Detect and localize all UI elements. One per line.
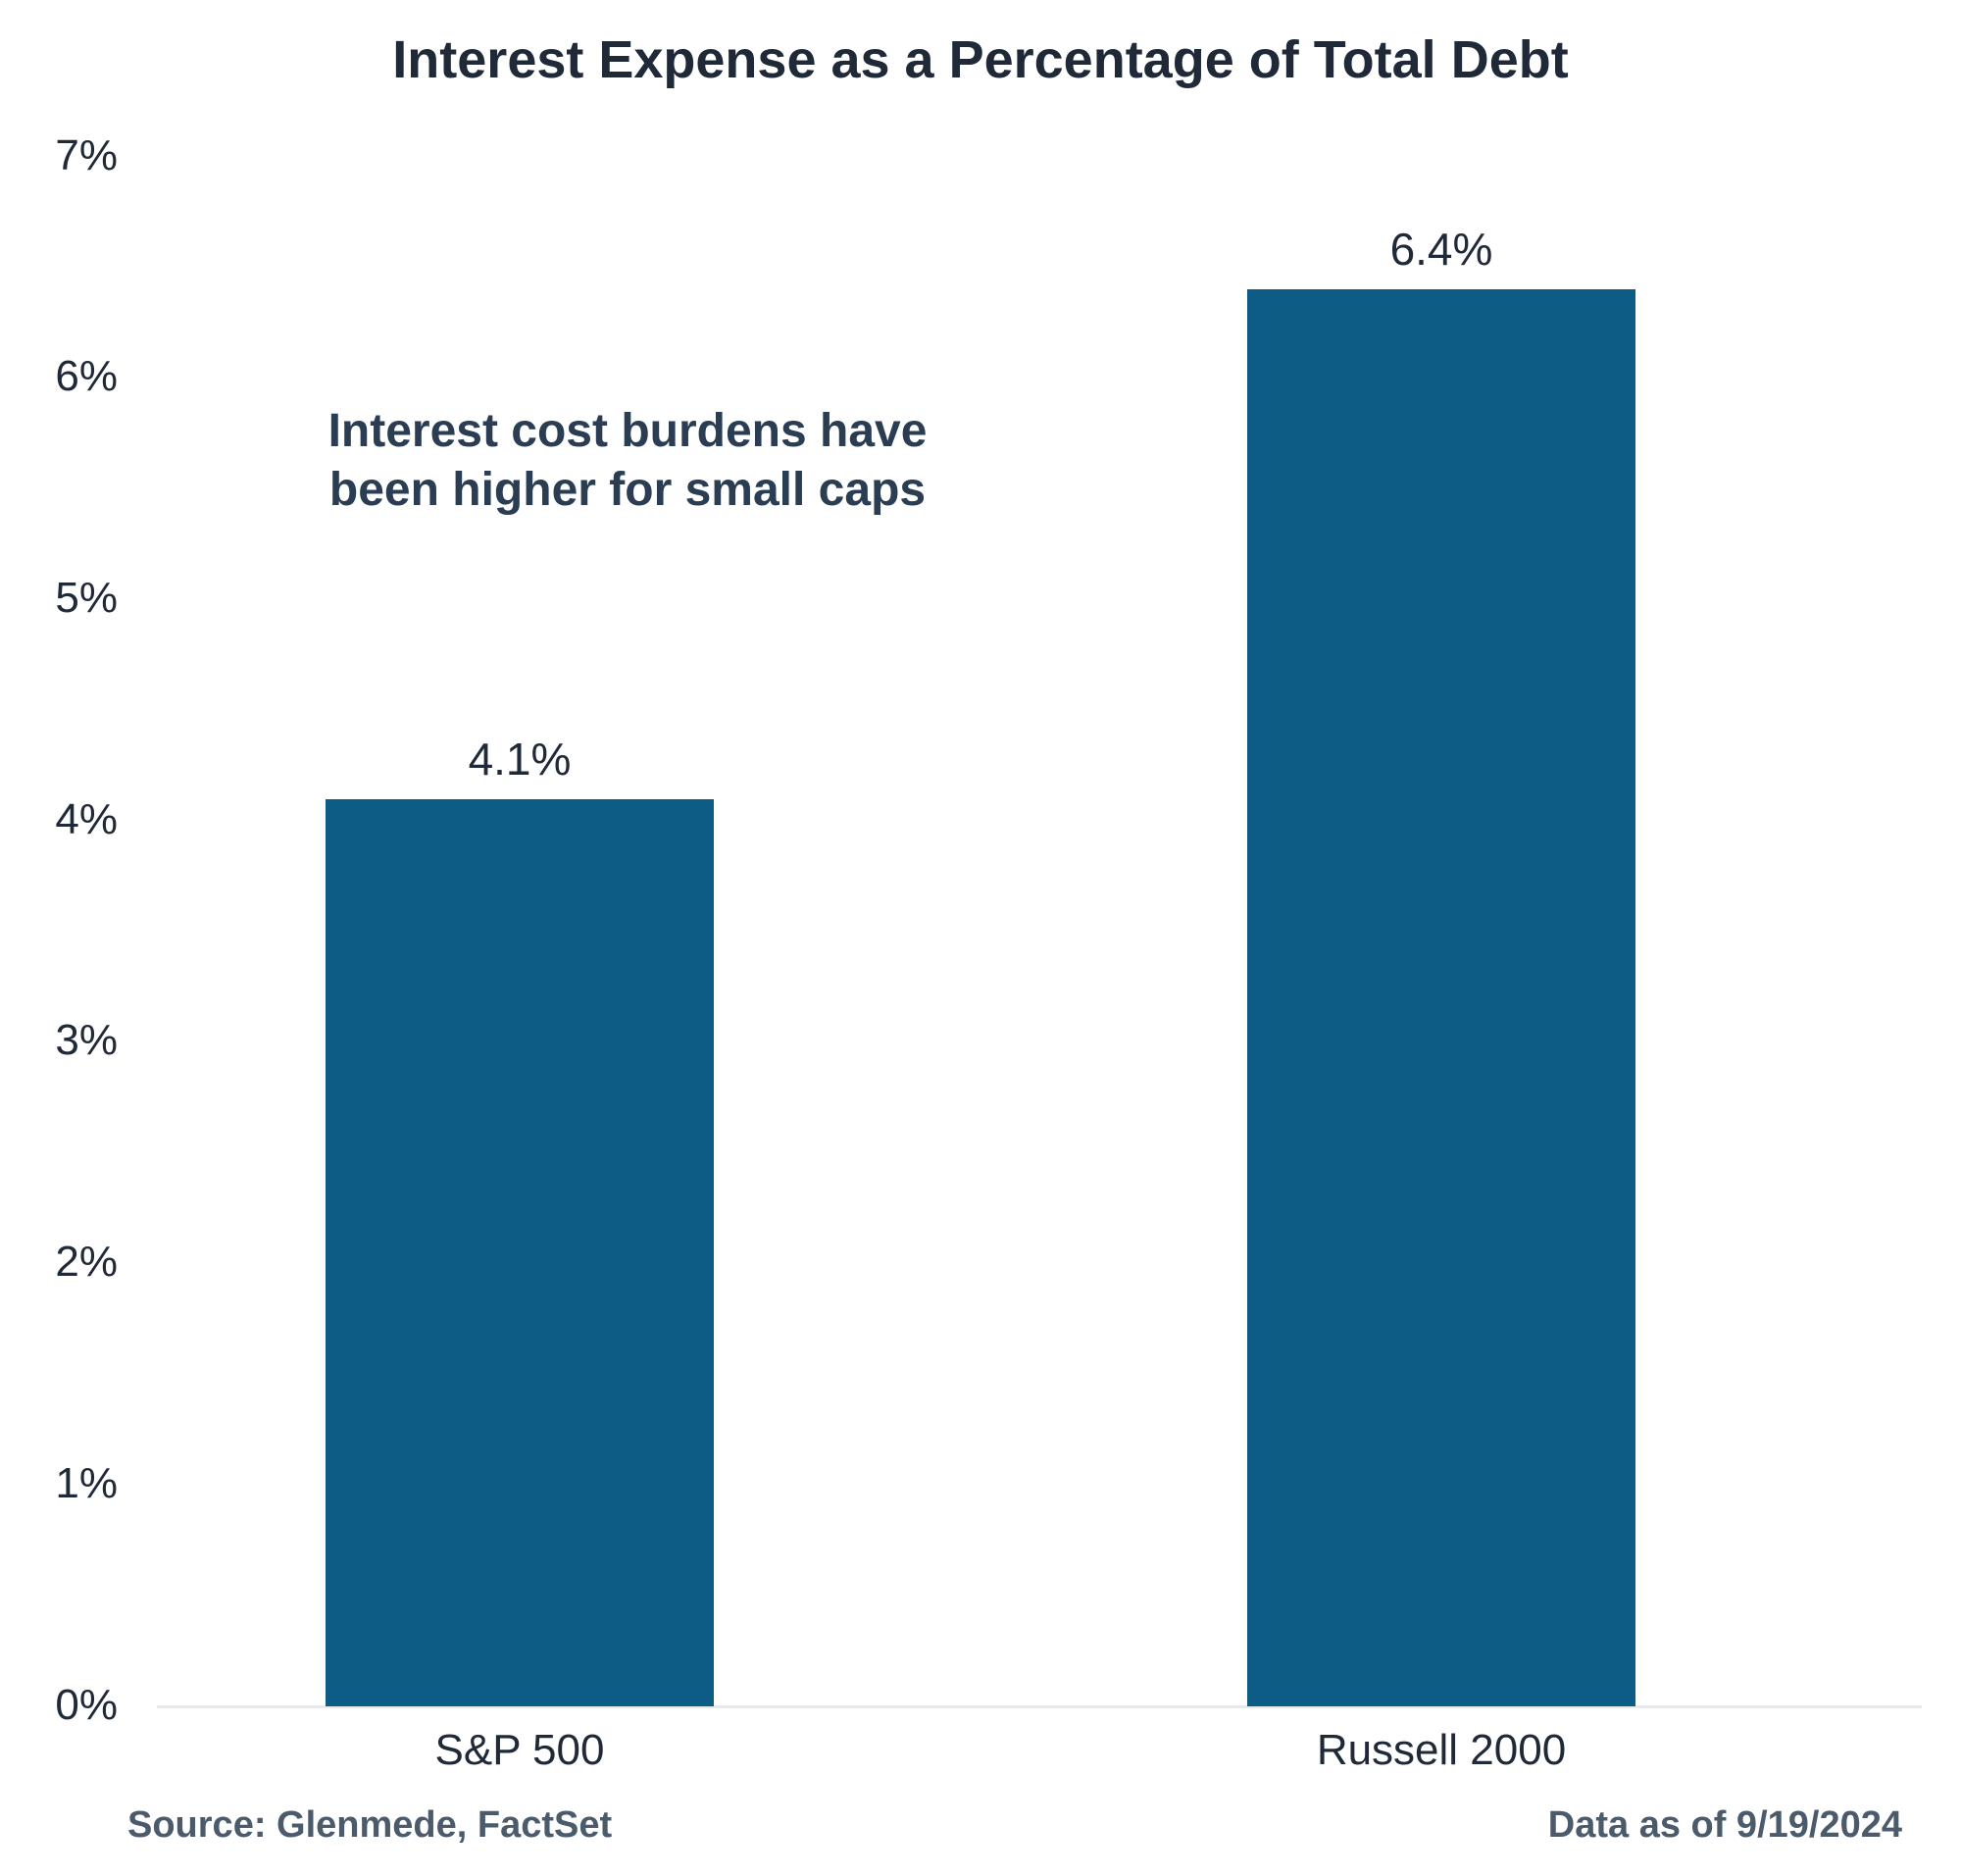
x-axis-category-label: S&P 500 xyxy=(226,1726,814,1775)
bar-data-label: 4.1% xyxy=(324,733,716,786)
y-axis-tick-label: 3% xyxy=(0,1016,118,1065)
chart-annotation-line: been higher for small caps xyxy=(186,461,1069,520)
y-axis-tick-label: 7% xyxy=(0,131,118,180)
footer-date: Data as of 9/19/2024 xyxy=(1020,1804,1902,1847)
chart-annotation: Interest cost burdens havebeen higher fo… xyxy=(186,402,1069,520)
y-axis-tick-label: 6% xyxy=(0,352,118,401)
x-axis-category-label: Russell 2000 xyxy=(1147,1726,1735,1775)
chart-annotation-line: Interest cost burdens have xyxy=(186,402,1069,461)
y-axis-tick-label: 5% xyxy=(0,574,118,623)
chart-title: Interest Expense as a Percentage of Tota… xyxy=(0,29,1961,90)
bar xyxy=(326,799,714,1706)
y-axis-tick-label: 0% xyxy=(0,1681,118,1730)
y-axis-tick-label: 2% xyxy=(0,1238,118,1287)
y-axis-tick-label: 1% xyxy=(0,1459,118,1508)
bar-data-label: 6.4% xyxy=(1245,223,1637,276)
footer-source: Source: Glenmede, FactSet xyxy=(127,1804,1010,1847)
chart-root: Interest Expense as a Percentage of Tota… xyxy=(0,0,1961,1876)
y-axis-tick-label: 4% xyxy=(0,795,118,844)
bar xyxy=(1247,289,1635,1706)
